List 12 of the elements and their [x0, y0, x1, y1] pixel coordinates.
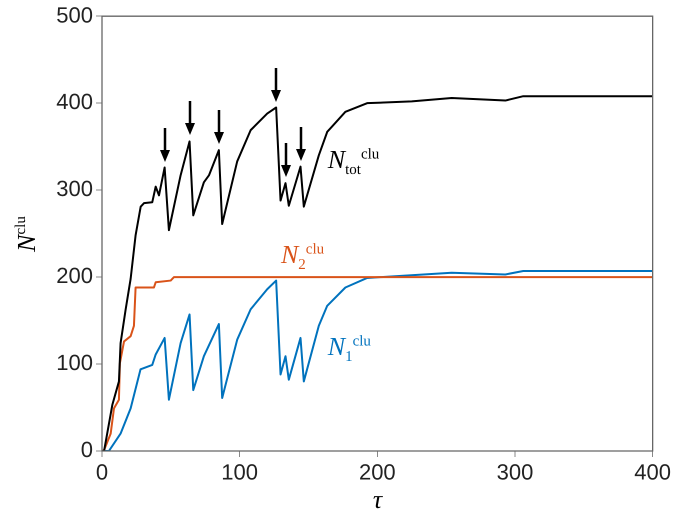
y-tick-label: 400 [56, 89, 93, 114]
y-tick-label: 100 [56, 350, 93, 376]
x-tick-label: 400 [634, 459, 672, 484]
x-tick-label: 200 [358, 459, 396, 484]
x-tick-label: 0 [96, 459, 108, 484]
x-tick-label: 300 [496, 459, 534, 484]
y-tick-label: 0 [80, 437, 93, 462]
y-tick-label: 200 [56, 263, 93, 288]
y-tick-label: 300 [56, 176, 93, 202]
y-tick-label: 500 [56, 2, 93, 28]
x-tick-label: 100 [221, 459, 258, 484]
x-axis-title: τ [372, 485, 382, 514]
